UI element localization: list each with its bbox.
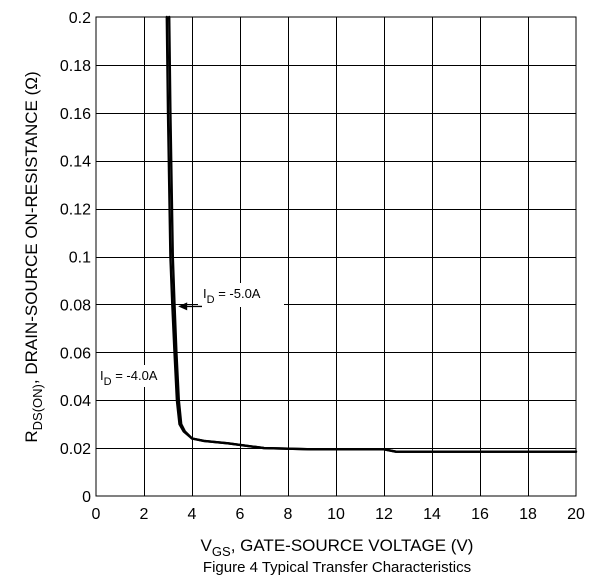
y-tick-label: 0.18 [60,58,91,75]
y-tick-label: 0.1 [69,250,91,267]
y-axis-title-text: , DRAIN-SOURCE ON-RESISTANCE (Ω) [22,71,41,384]
x-tick-label: 0 [92,506,101,523]
x-axis-title-text: , GATE-SOURCE VOLTAGE (V) [231,536,474,555]
annotation-label-id-5a: ID = -5.0A [203,286,261,306]
tick-labels: 0 2 4 6 8 10 12 14 16 18 20 0 0.02 0.04 0.06 0.08 0.1 0.1… [60,10,585,523]
x-axis-title-symbol: V [201,536,213,555]
y-tick-label: 0.08 [60,297,91,314]
x-axis-title: VGS, GATE-SOURCE VOLTAGE (V) [201,536,474,559]
y-tick-label: 0.12 [60,202,91,219]
annotation-label-id-4a: ID = -4.0A [100,368,158,388]
y-tick-label: 0.02 [60,441,91,458]
y-tick-label: 0.2 [69,10,91,27]
x-tick-label: 6 [236,506,245,523]
annotation-subscript: D [104,376,112,388]
y-tick-label: 0.06 [60,345,91,362]
annotation-symbol: I [100,368,104,383]
annotation-subscript: D [207,294,215,306]
annotation-bg [198,283,284,307]
series-line-id-5a [167,15,578,453]
y-axis-title: RDS(ON), DRAIN-SOURCE ON-RESISTANCE (Ω) [22,71,45,442]
y-tick-label: 0.16 [60,106,91,123]
annotation-text: = -4.0A [112,368,158,383]
x-axis-title-subscript: GS [212,544,231,559]
x-tick-label: 20 [567,506,585,523]
annotation-symbol: I [203,286,207,301]
x-tick-label: 8 [284,506,293,523]
series-line-id-4a [165,15,578,453]
x-tick-label: 12 [375,506,393,523]
y-axis-title-subscript: DS(ON) [30,384,45,430]
annotation-bg [98,365,160,387]
x-tick-label: 4 [188,506,197,523]
x-tick-label: 2 [140,506,149,523]
curves [165,15,578,453]
plot-frame [95,16,577,497]
x-tick-label: 10 [327,506,345,523]
annotation-text: = -5.0A [215,286,261,301]
y-tick-label: 0.04 [60,393,91,410]
x-tick-label: 18 [519,506,537,523]
y-axis-title-symbol: R [22,430,41,442]
figure-caption: Figure 4 Typical Transfer Characteristic… [203,559,471,576]
x-tick-label: 16 [471,506,489,523]
x-tick-label: 14 [423,506,441,523]
y-tick-label: 0 [82,489,91,506]
annotation-arrow-head [178,302,188,311]
y-tick-label: 0.14 [60,154,91,171]
